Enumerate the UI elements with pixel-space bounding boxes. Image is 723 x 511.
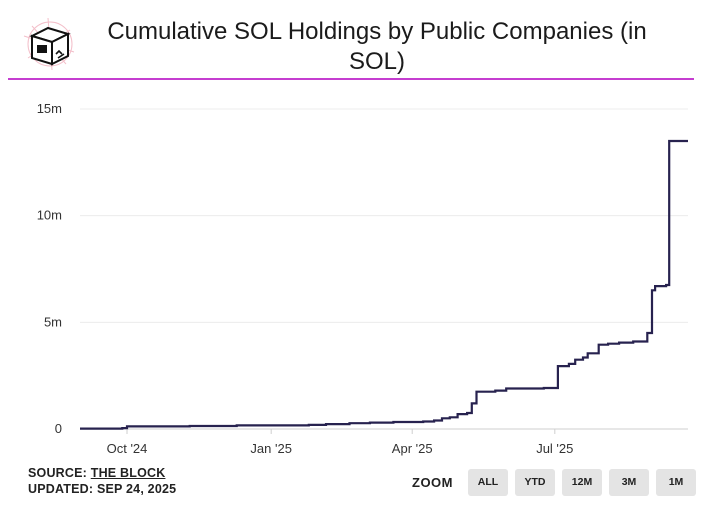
- updated-line: UPDATED: SEP 24, 2025: [28, 481, 176, 497]
- source-label: SOURCE:: [28, 466, 88, 480]
- chart-svg: 0 5m 10m 15m Oct '24 Jan '25 Apr '25 Jul '25: [37, 101, 688, 456]
- chart-header: Cumulative SOL Holdings by Public Compan…: [0, 0, 723, 80]
- zoom-1m-button[interactable]: 1M: [656, 468, 696, 496]
- line-chart: 0 5m 10m 15m Oct '24 Jan '25 Apr '25 Jul '25: [0, 86, 723, 461]
- x-tick-label: Jul '25: [536, 441, 573, 456]
- updated-label: UPDATED:: [28, 482, 94, 496]
- zoom-controls: ZOOM ALL YTD 12M 3M 1M: [412, 468, 696, 496]
- source-link[interactable]: THE BLOCK: [90, 466, 166, 480]
- y-tick-label: 15m: [37, 101, 62, 116]
- zoom-ytd-button[interactable]: YTD: [515, 468, 555, 496]
- y-tick-label: 0: [55, 421, 62, 436]
- source-info: SOURCE: THE BLOCK UPDATED: SEP 24, 2025: [28, 465, 176, 497]
- series-line: [80, 139, 688, 430]
- title-divider: [8, 78, 694, 80]
- y-tick-label: 5m: [44, 314, 62, 329]
- zoom-all-button[interactable]: ALL: [468, 468, 508, 496]
- the-block-logo: [20, 14, 78, 74]
- zoom-label: ZOOM: [412, 474, 453, 490]
- zoom-12m-button[interactable]: 12M: [562, 468, 602, 496]
- updated-date: SEP 24, 2025: [96, 482, 177, 496]
- zoom-3m-button[interactable]: 3M: [609, 468, 649, 496]
- y-tick-label: 10m: [37, 208, 62, 223]
- x-tick-label: Jan '25: [250, 441, 292, 456]
- chart-title: Cumulative SOL Holdings by Public Compan…: [107, 18, 647, 75]
- x-tick-label: Oct '24: [107, 441, 148, 456]
- x-tick-label: Apr '25: [392, 441, 433, 456]
- source-line: SOURCE: THE BLOCK: [28, 465, 176, 481]
